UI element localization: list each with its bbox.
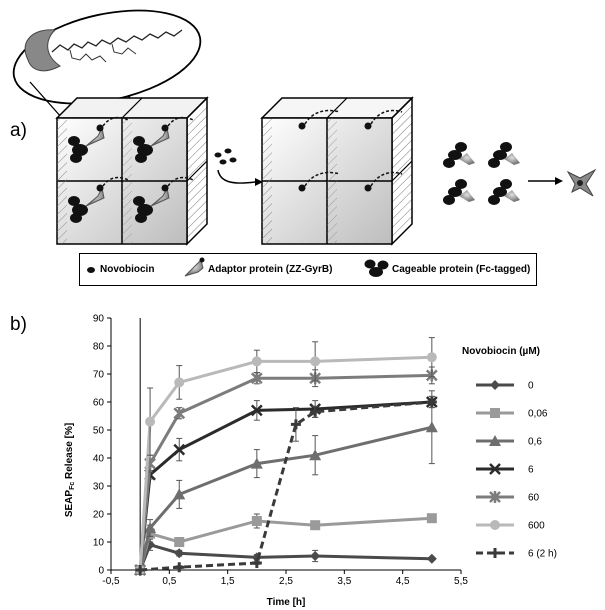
y-tick-label: 30: [93, 482, 105, 493]
y-tick-label: 80: [93, 342, 105, 353]
data-point: [174, 537, 185, 547]
data-point: [173, 407, 186, 420]
legend-label: 600: [528, 521, 545, 532]
y-axis-title-subscript: Fc: [69, 482, 76, 490]
legend-label: 60: [528, 493, 540, 504]
panel-label-a: a): [10, 120, 27, 141]
legend-marker: [490, 408, 500, 418]
chart-legend: 0 0,06 0,6 6 60 600 6 (2 h): [476, 380, 557, 560]
data-point: [250, 372, 263, 385]
y-axis-title-rest: Release [%]: [64, 423, 75, 482]
y-tick-label: 20: [93, 510, 105, 521]
data-point: [310, 406, 321, 417]
zoom-bubble-molecule: [12, 9, 202, 129]
data-point: [310, 356, 321, 367]
data-point: [135, 565, 146, 575]
series-6: [134, 395, 438, 576]
data-point: [174, 377, 185, 388]
y-tick-label: 40: [93, 454, 105, 465]
y-tick-label: 70: [93, 370, 105, 381]
chart-series: [134, 337, 438, 576]
x-tick-label: 3,5: [337, 576, 351, 587]
x-tick-label: 0,5: [162, 576, 176, 587]
data-point: [251, 558, 262, 568]
y-axis-title: SEAPFc Release [%]: [64, 423, 76, 517]
data-point: [425, 421, 438, 433]
data-point: [426, 513, 437, 524]
data-point: [310, 520, 321, 531]
novobiocin-addition-arrow: [214, 148, 263, 186]
legend-icons: [87, 257, 389, 277]
caged-protein-complexes: [68, 116, 194, 223]
legend-label: 0: [528, 381, 534, 392]
x-tick-label: -0,5: [102, 576, 120, 587]
series-line: [140, 400, 432, 572]
caging-scheme-illustration: [12, 9, 597, 246]
x-tick-label: 1,5: [221, 576, 235, 587]
legend-marker: [489, 491, 501, 503]
legend-label: 0,06: [528, 409, 548, 420]
chart-axes: 0 10 20 30 40 50 60 70 80 90 -0,5 0,5 1,5 2,5 3,5 4,5 5,…: [93, 314, 469, 588]
data-point: [250, 404, 263, 417]
y-tick-label: 10: [93, 538, 105, 549]
data-point: [174, 562, 185, 573]
legend-marker: [490, 380, 500, 390]
data-point: [309, 449, 322, 461]
data-point: [290, 419, 301, 430]
data-point: [310, 551, 321, 561]
data-point: [426, 553, 437, 564]
legend-label: 6: [528, 465, 534, 476]
released-protein-complexes: [443, 142, 520, 205]
x-tick-label: 5,5: [454, 576, 468, 587]
data-point: [145, 416, 156, 427]
hydrogel-cube-loaded: [55, 96, 209, 246]
legend-novobiocin: Novobiocin: [100, 264, 155, 275]
panel-label-b: b): [10, 314, 27, 335]
legend-marker: [490, 548, 500, 558]
x-tick-label: 4,5: [396, 576, 410, 587]
legend-label: 6 (2 h): [528, 549, 557, 560]
series-line: [138, 373, 432, 571]
hydrogel-cube-dissolved: [260, 96, 414, 246]
data-point: [426, 352, 437, 363]
series-line: [138, 542, 432, 571]
legend-cageable-protein: Cageable protein (Fc-tagged): [392, 264, 531, 275]
data-point: [250, 457, 263, 469]
x-tick-label: 2,5: [279, 576, 293, 587]
series-6-2-h-: [135, 395, 437, 575]
legend-marker: [489, 435, 501, 446]
data-point: [173, 488, 186, 500]
series-line: [138, 355, 432, 571]
legend-label: 0,6: [528, 437, 542, 448]
data-point: [173, 443, 186, 456]
legend-adaptor-protein: Adaptor protein (ZZ-GyrB): [208, 264, 333, 275]
y-tick-label: 60: [93, 398, 105, 409]
data-point: [426, 397, 437, 407]
y-tick-label: 90: [93, 314, 105, 325]
scheme-legend: Novobiocin Adaptor protein (ZZ-GyrB) Cag…: [79, 253, 537, 286]
legend-marker: [489, 463, 501, 475]
data-point: [251, 356, 262, 367]
series-line: [138, 425, 433, 571]
y-tick-label: 0: [98, 566, 104, 577]
y-tick-label: 50: [93, 426, 105, 437]
y-axis-title-main: SEAP: [64, 490, 75, 518]
data-point: [251, 516, 262, 526]
target-cell-icon: [566, 168, 597, 197]
release-arrow: [528, 177, 563, 185]
data-point: [174, 548, 185, 559]
legend-marker: [490, 520, 500, 530]
legend-title: Novobiocin (µM): [462, 346, 540, 357]
data-point: [144, 522, 157, 533]
x-axis-title: Time [h]: [267, 597, 306, 608]
